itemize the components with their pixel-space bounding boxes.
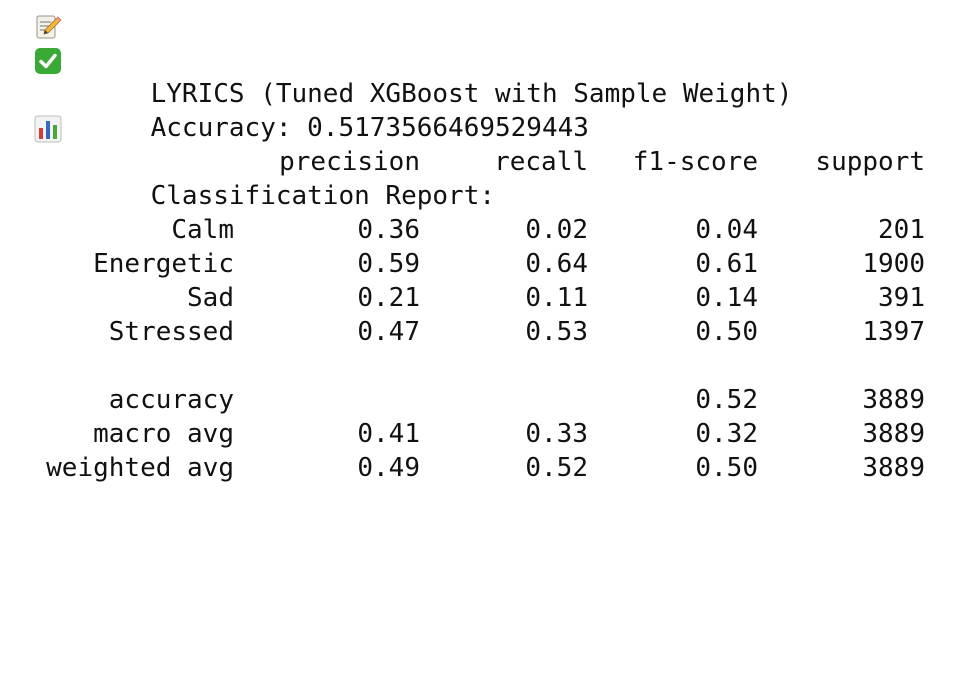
column-header-f1-score: f1-score [632, 147, 758, 177]
precision-value: 0.21 [357, 283, 420, 313]
precision-value: 0.36 [357, 215, 420, 245]
recall-value: 0.02 [525, 215, 588, 245]
accuracy-value: Accuracy: 0.5173566469529443 [150, 113, 589, 143]
bar-chart-icon [34, 115, 62, 143]
accuracy-line: Accuracy: 0.5173566469529443 [32, 43, 952, 143]
support-value: 201 [878, 215, 925, 245]
f1-score-value: 0.50 [695, 453, 758, 483]
column-header-support: support [815, 147, 925, 177]
table-header-row: precision recall f1-score support [32, 145, 952, 179]
table-row: Stressed 0.47 0.53 0.50 1397 [32, 315, 952, 349]
row-label: Sad [187, 283, 234, 313]
summary-row-accuracy: accuracy 0.52 3889 [32, 383, 952, 417]
row-label: Calm [171, 215, 234, 245]
report-heading: Classification Report: [150, 181, 495, 211]
summary-row-macro-avg: macro avg 0.41 0.33 0.32 3889 [32, 417, 952, 451]
support-value: 1900 [862, 249, 925, 279]
f1-score-value: 0.50 [695, 317, 758, 347]
table-row: Energetic 0.59 0.64 0.61 1900 [32, 247, 952, 281]
recall-value: 0.52 [525, 453, 588, 483]
table-row: Sad 0.21 0.11 0.14 391 [32, 281, 952, 315]
title-line: LYRICS (Tuned XGBoost with Sample Weight… [32, 9, 952, 109]
support-value: 1397 [862, 317, 925, 347]
f1-score-value: 0.32 [695, 419, 758, 449]
support-value: 3889 [862, 385, 925, 415]
support-value: 391 [878, 283, 925, 313]
memo-pencil-icon [36, 15, 62, 39]
recall-value: 0.33 [525, 419, 588, 449]
green-check-icon [35, 48, 61, 74]
row-label: Energetic [93, 249, 234, 279]
precision-value: 0.49 [357, 453, 420, 483]
column-header-recall: recall [494, 147, 588, 177]
support-value: 3889 [862, 419, 925, 449]
row-label: accuracy [108, 385, 234, 415]
recall-value: 0.11 [525, 283, 588, 313]
recall-value: 0.53 [525, 317, 588, 347]
row-label: weighted avg [46, 453, 234, 483]
f1-score-value: 0.52 [695, 385, 758, 415]
column-header-precision: precision [279, 147, 420, 177]
f1-score-value: 0.04 [695, 215, 758, 245]
f1-score-value: 0.14 [695, 283, 758, 313]
precision-value: 0.59 [357, 249, 420, 279]
notebook-output: LYRICS (Tuned XGBoost with Sample Weight… [32, 9, 952, 485]
report-title: LYRICS (Tuned XGBoost with Sample Weight… [150, 79, 793, 109]
precision-value: 0.47 [357, 317, 420, 347]
report-heading-line: Classification Report: [32, 111, 952, 211]
table-row: Calm 0.36 0.02 0.04 201 [32, 213, 952, 247]
row-label: Stressed [108, 317, 234, 347]
support-value: 3889 [862, 453, 925, 483]
recall-value: 0.64 [525, 249, 588, 279]
f1-score-value: 0.61 [695, 249, 758, 279]
precision-value: 0.41 [357, 419, 420, 449]
blank-line [32, 349, 952, 383]
row-label: macro avg [93, 419, 234, 449]
summary-row-weighted-avg: weighted avg 0.49 0.52 0.50 3889 [32, 451, 952, 485]
